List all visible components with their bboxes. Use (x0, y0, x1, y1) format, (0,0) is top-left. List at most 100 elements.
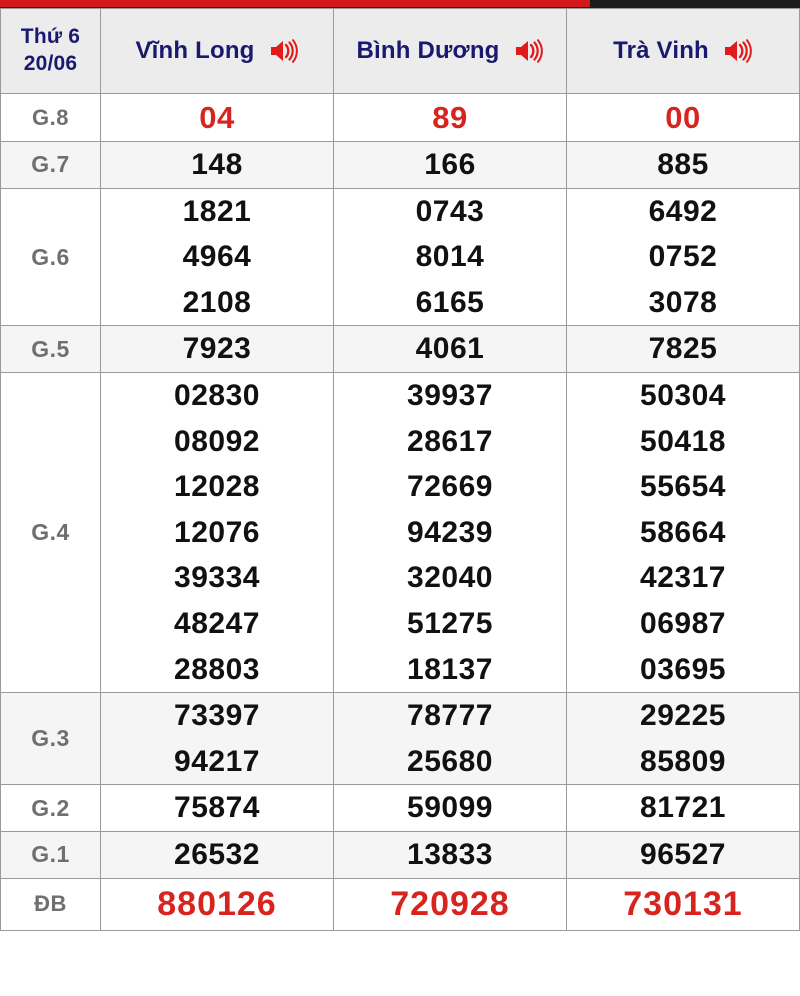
prize-cell: 04 (100, 92, 334, 143)
top-red-strip (0, 0, 590, 7)
prize-number: 89 (432, 100, 468, 135)
table-row: G.7 148 166 885 (0, 141, 800, 189)
prize-number: 12028 (174, 470, 260, 504)
prize-number: 25680 (407, 744, 493, 778)
prize-number: 50418 (640, 424, 726, 458)
prize-number: 48247 (174, 607, 260, 641)
table-row: G.4 02830 08092 12028 12076 39334 48247 28803 39… (0, 372, 800, 694)
prize-number: 00 (665, 100, 701, 135)
speaker-icon[interactable] (514, 38, 544, 64)
prize-cell: 4061 (333, 325, 567, 374)
prize-cell: 50304 50418 55654 58664 42317 06987 03695 (566, 372, 800, 694)
prize-number: 32040 (407, 561, 493, 595)
prize-label-g7: G.7 (0, 141, 101, 189)
prize-number: 720928 (390, 884, 510, 923)
prize-number: 6165 (415, 285, 485, 319)
prize-number: 94239 (407, 515, 493, 549)
prize-label-g8: G.8 (0, 92, 101, 143)
prize-number: 55654 (640, 470, 726, 504)
prize-number: 50304 (640, 379, 726, 413)
prize-number: 4964 (182, 240, 252, 274)
prize-number: 13833 (407, 838, 493, 872)
prize-number: 6492 (648, 194, 718, 228)
prize-number: 39334 (174, 561, 260, 595)
prize-cell: 96527 (566, 831, 800, 879)
prize-cell: 720928 (333, 877, 567, 932)
prize-cell: 26532 (100, 831, 334, 879)
prize-number: 81721 (640, 791, 726, 825)
date-cell: Thứ 6 20/06 (0, 8, 101, 94)
prize-cell: 1821 4964 2108 (100, 187, 334, 327)
table-row: G.8 04 89 00 (0, 92, 800, 143)
prize-cell: 78777 25680 (333, 692, 567, 786)
prize-number: 0752 (648, 240, 718, 274)
prize-number: 51275 (407, 607, 493, 641)
province-name: Trà Vinh (613, 37, 709, 64)
prize-cell: 885 (566, 141, 800, 189)
speaker-icon[interactable] (269, 38, 299, 64)
prize-number: 85809 (640, 744, 726, 778)
prize-number: 880126 (157, 884, 277, 923)
prize-number: 94217 (174, 744, 260, 778)
prize-cell: 59099 (333, 784, 567, 833)
prize-number: 26532 (174, 838, 260, 872)
prize-number: 8014 (415, 240, 485, 274)
prize-cell: 148 (100, 141, 334, 189)
province-name: Vĩnh Long (135, 37, 255, 64)
table-row: G.5 7923 4061 7825 (0, 325, 800, 374)
prize-number: 78777 (407, 699, 493, 733)
table-row: G.6 1821 4964 2108 0743 8014 6165 6492 0752 3078 (0, 187, 800, 327)
lottery-results-table: Thứ 6 20/06 Vĩnh Long Bình Dương Trà Vinh G.8… (0, 8, 800, 932)
prize-number: 59099 (407, 791, 493, 825)
prize-label-g2: G.2 (0, 784, 101, 833)
prize-number: 03695 (640, 652, 726, 686)
prize-number: 28803 (174, 652, 260, 686)
prize-number: 39937 (407, 379, 493, 413)
prize-number: 730131 (623, 884, 743, 923)
prize-label-g4: G.4 (0, 372, 101, 694)
prize-label-g6: G.6 (0, 187, 101, 327)
prize-cell: 89 (333, 92, 567, 143)
date-weekday: Thứ 6 (20, 25, 81, 49)
prize-number: 42317 (640, 561, 726, 595)
prize-number: 04 (199, 100, 235, 135)
prize-number: 06987 (640, 607, 726, 641)
prize-number: 7825 (648, 332, 718, 366)
prize-cell: 81721 (566, 784, 800, 833)
prize-number: 96527 (640, 838, 726, 872)
prize-cell: 00 (566, 92, 800, 143)
table-row: G.3 73397 94217 78777 25680 29225 85809 (0, 692, 800, 786)
prize-number: 7923 (182, 332, 252, 366)
prize-cell: 166 (333, 141, 567, 189)
prize-cell: 730131 (566, 877, 800, 932)
date-day: 20/06 (23, 52, 78, 75)
prize-number: 148 (191, 148, 243, 182)
prize-cell: 75874 (100, 784, 334, 833)
prize-label-g3: G.3 (0, 692, 101, 786)
prize-number: 166 (424, 148, 476, 182)
prize-number: 02830 (174, 379, 260, 413)
prize-cell: 7923 (100, 325, 334, 374)
table-row: ĐB 880126 720928 730131 (0, 877, 800, 932)
prize-cell: 29225 85809 (566, 692, 800, 786)
prize-cell: 7825 (566, 325, 800, 374)
prize-cell: 13833 (333, 831, 567, 879)
prize-number: 58664 (640, 515, 726, 549)
prize-label-g5: G.5 (0, 325, 101, 374)
province-header-1[interactable]: Vĩnh Long (100, 8, 334, 94)
prize-number: 75874 (174, 791, 260, 825)
prize-number: 0743 (415, 194, 485, 228)
province-header-3[interactable]: Trà Vinh (566, 8, 800, 94)
prize-number: 73397 (174, 699, 260, 733)
prize-number: 18137 (407, 652, 493, 686)
province-header-2[interactable]: Bình Dương (333, 8, 567, 94)
prize-number: 12076 (174, 515, 260, 549)
prize-number: 28617 (407, 424, 493, 458)
speaker-icon[interactable] (723, 38, 753, 64)
prize-number: 08092 (174, 424, 260, 458)
prize-number: 4061 (415, 332, 485, 366)
table-row: G.1 26532 13833 96527 (0, 831, 800, 879)
prize-number: 1821 (182, 194, 252, 228)
prize-label-đb: ĐB (0, 877, 101, 932)
